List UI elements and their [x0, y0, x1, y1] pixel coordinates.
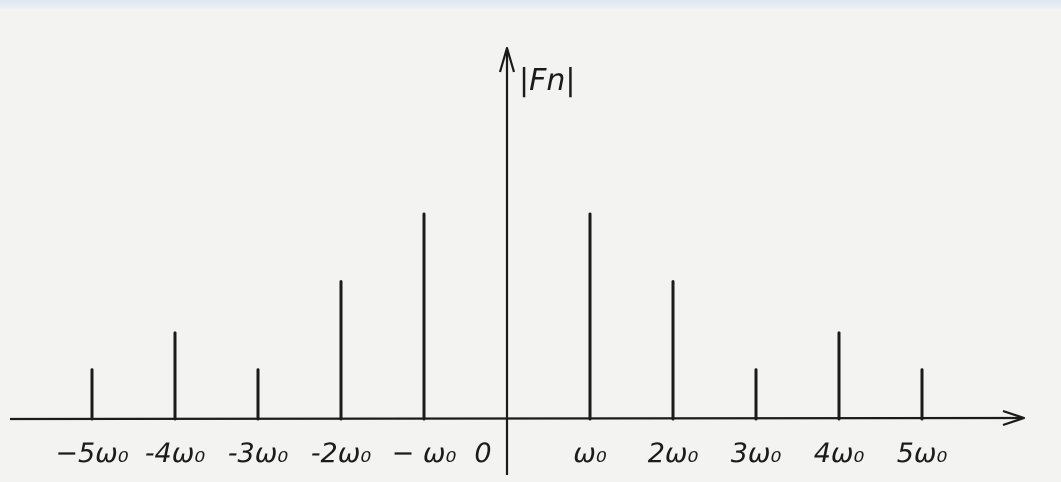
x-tick-label-5: 0: [474, 438, 491, 469]
x-tick-label-10: 5ω₀: [897, 438, 948, 469]
x-tick-label-8: 3ω₀: [731, 438, 782, 469]
x-tick-label-1: -4ω₀: [145, 438, 206, 469]
x-tick-label-0: −5ω₀: [55, 438, 128, 469]
x-tick-label-7: 2ω₀: [648, 438, 699, 469]
x-tick-label-3: -2ω₀: [311, 438, 372, 469]
y-axis: |Fn|: [498, 46, 575, 475]
x-axis: [9, 409, 1026, 427]
y-axis-label: |Fn|: [519, 63, 575, 98]
spectral-lines: [90, 212, 924, 421]
y-axis-arrowhead: [498, 46, 516, 73]
x-axis-line: [9, 416, 1023, 421]
x-tick-labels: −5ω₀ -4ω₀ -3ω₀ -2ω₀ − ω₀ 0 ω₀ 2ω₀ 3ω₀ 4ω₀ 5ω₀: [55, 438, 947, 469]
x-tick-label-4: − ω₀: [392, 438, 457, 469]
x-tick-label-6: ω₀: [573, 438, 607, 469]
top-band: [0, 0, 1061, 9]
x-tick-label-2: -3ω₀: [228, 438, 289, 469]
x-axis-arrowhead: [1002, 409, 1026, 427]
x-tick-label-9: 4ω₀: [814, 438, 865, 469]
